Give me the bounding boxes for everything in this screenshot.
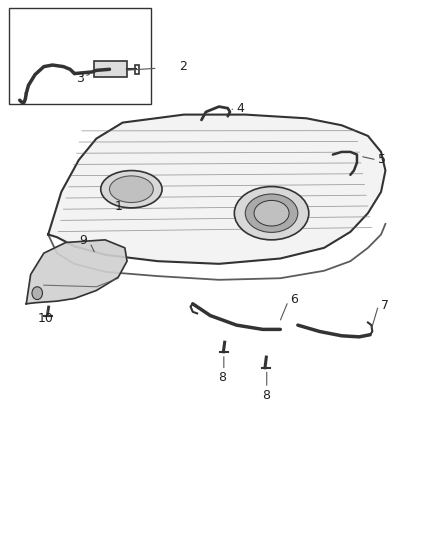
Ellipse shape (254, 200, 289, 226)
Bar (135, 65, 139, 74)
Text: 3: 3 (76, 72, 84, 85)
Ellipse shape (245, 194, 298, 232)
Text: 2: 2 (179, 60, 187, 73)
Text: 6: 6 (290, 293, 298, 306)
Text: 4: 4 (236, 102, 244, 115)
Ellipse shape (101, 171, 162, 208)
Ellipse shape (234, 187, 309, 240)
Text: 10: 10 (37, 312, 53, 325)
Text: 8: 8 (218, 371, 226, 384)
Bar (94, 61, 127, 77)
Circle shape (32, 287, 42, 300)
Polygon shape (48, 115, 385, 264)
Text: 5: 5 (378, 154, 386, 166)
Text: 7: 7 (381, 299, 389, 312)
Text: 8: 8 (262, 389, 270, 402)
Ellipse shape (110, 176, 153, 203)
Text: 9: 9 (79, 235, 87, 247)
Bar (9, 8, 151, 104)
Text: 1: 1 (114, 200, 122, 213)
Polygon shape (26, 240, 127, 304)
